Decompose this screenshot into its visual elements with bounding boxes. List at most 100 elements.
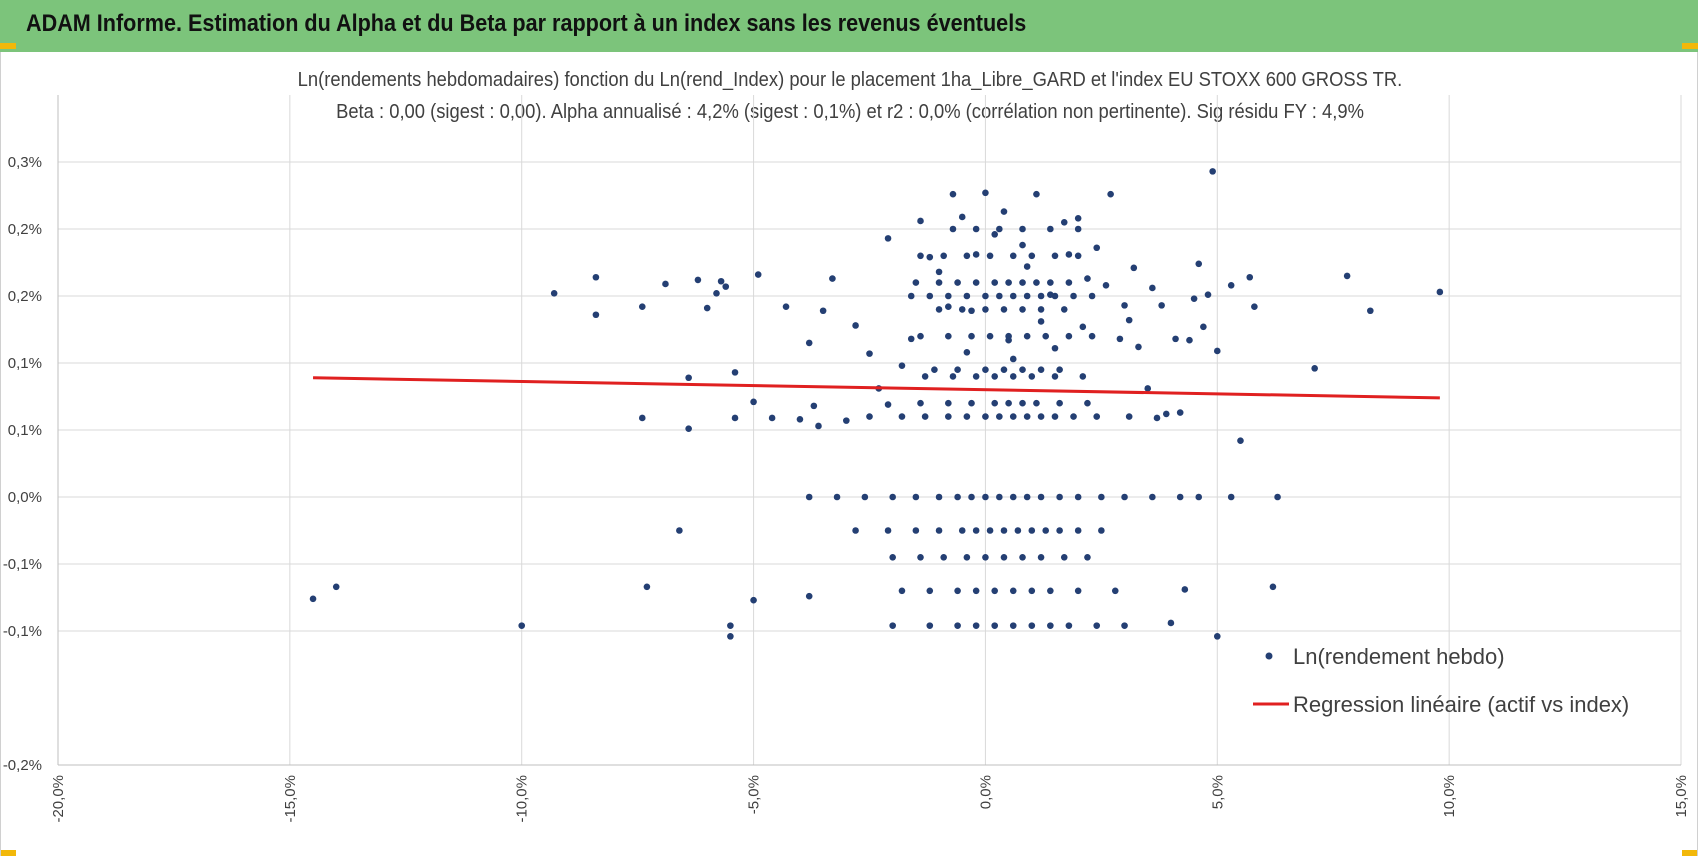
scatter-point <box>935 306 943 313</box>
scatter-point <box>638 303 646 311</box>
corner-marker-right <box>1682 43 1698 49</box>
scatter-point <box>866 413 873 420</box>
scatter-point <box>968 307 975 315</box>
scatter-point <box>1000 366 1008 374</box>
x-tick-label: 10,0% <box>1441 775 1458 818</box>
scatter-point <box>991 399 999 407</box>
scatter-point <box>917 217 924 225</box>
scatter-point <box>662 280 669 288</box>
scatter-point <box>898 587 906 595</box>
scatter-point <box>1176 409 1184 416</box>
scatter-point <box>592 273 600 281</box>
scatter-point <box>1060 219 1068 226</box>
scatter-point <box>1009 252 1017 260</box>
scatter-point <box>694 276 702 284</box>
scatter-point <box>1019 241 1026 249</box>
scatter-point <box>1037 554 1045 561</box>
scatter-point <box>1009 622 1017 629</box>
y-tick-label: 0,2% <box>8 288 42 305</box>
scatter-point <box>1074 493 1082 501</box>
scatter-point <box>1121 493 1128 501</box>
scatter-point <box>1274 493 1281 501</box>
scatter-point <box>917 252 924 260</box>
scatter-point <box>940 554 947 561</box>
scatter-point <box>1047 279 1054 286</box>
scatter-point <box>713 290 720 297</box>
scatter-point <box>1237 437 1244 445</box>
scatter-point <box>1204 291 1212 298</box>
scatter-point <box>861 493 869 501</box>
scatter-point <box>727 633 734 640</box>
chart-title-line1: Ln(rendements hebdomadaires) fonction du… <box>298 69 1403 91</box>
scatter-point <box>949 190 957 198</box>
x-tick-label: 5,0% <box>1209 775 1226 809</box>
scatter-point <box>731 414 739 422</box>
scatter-points <box>309 168 1444 640</box>
scatter-point <box>1130 264 1138 272</box>
scatter-point <box>550 290 558 297</box>
scatter-point <box>1125 413 1133 420</box>
corner-marker-bottom-left <box>0 850 16 856</box>
scatter-point <box>1028 587 1036 595</box>
scatter-point <box>963 554 971 561</box>
scatter-point <box>1176 493 1184 501</box>
scatter-point <box>1000 306 1008 313</box>
scatter-point <box>1028 252 1036 260</box>
scatter-point <box>1009 355 1017 363</box>
scatter-point <box>685 425 692 432</box>
scatter-point <box>968 399 975 407</box>
scatter-point <box>1121 622 1128 629</box>
scatter-point <box>912 279 920 286</box>
scatter-point <box>1056 399 1063 407</box>
scatter-point <box>1023 413 1031 420</box>
scatter-point <box>972 527 980 534</box>
scatter-point <box>1093 413 1101 420</box>
scatter-point <box>991 373 999 380</box>
report-banner: ADAM Informe. Estimation du Alpha et du … <box>0 0 1698 52</box>
scatter-point <box>1158 302 1165 309</box>
scatter-point <box>796 415 804 423</box>
scatter-point <box>676 527 683 534</box>
scatter-point <box>940 252 947 260</box>
scatter-point <box>963 348 971 356</box>
scatter-point <box>1213 347 1221 355</box>
y-tick-label: -0,1% <box>3 623 42 640</box>
scatter-point <box>1227 493 1235 501</box>
scatter-point <box>954 493 961 501</box>
scatter-point <box>703 304 711 312</box>
scatter-point <box>1070 413 1077 420</box>
scatter-point <box>945 413 952 420</box>
corner-marker-left <box>0 43 16 49</box>
scatter-point <box>921 373 929 380</box>
scatter-point <box>833 493 841 501</box>
scatter-point <box>1051 373 1059 380</box>
scatter-point <box>935 527 943 534</box>
scatter-point <box>945 292 952 300</box>
scatter-point <box>898 362 906 369</box>
scatter-point <box>996 292 1003 300</box>
scatter-point <box>1051 344 1059 352</box>
scatter-point <box>1172 335 1179 343</box>
scatter-point <box>754 271 762 278</box>
scatter-point <box>1074 214 1082 222</box>
scatter-point <box>1195 493 1203 501</box>
scatter-point <box>685 374 692 382</box>
scatter-point <box>991 279 999 286</box>
scatter-point <box>782 303 790 311</box>
scatter-point <box>982 493 989 501</box>
x-tick-label: -10,0% <box>514 775 531 823</box>
scatter-point <box>643 583 651 591</box>
scatter-point <box>1149 493 1156 501</box>
scatter-point <box>1009 292 1017 300</box>
scatter-point <box>1056 493 1063 501</box>
scatter-point <box>963 413 971 420</box>
y-tick-label: 0,2% <box>8 221 42 238</box>
regression-line <box>313 376 1440 400</box>
regression-line-group <box>313 376 1440 400</box>
scatter-point <box>768 414 776 422</box>
scatter-point <box>954 587 961 595</box>
scatter-point <box>972 251 980 258</box>
scatter-point <box>982 189 989 197</box>
scatter-point <box>750 596 757 604</box>
scatter-point <box>986 252 994 260</box>
